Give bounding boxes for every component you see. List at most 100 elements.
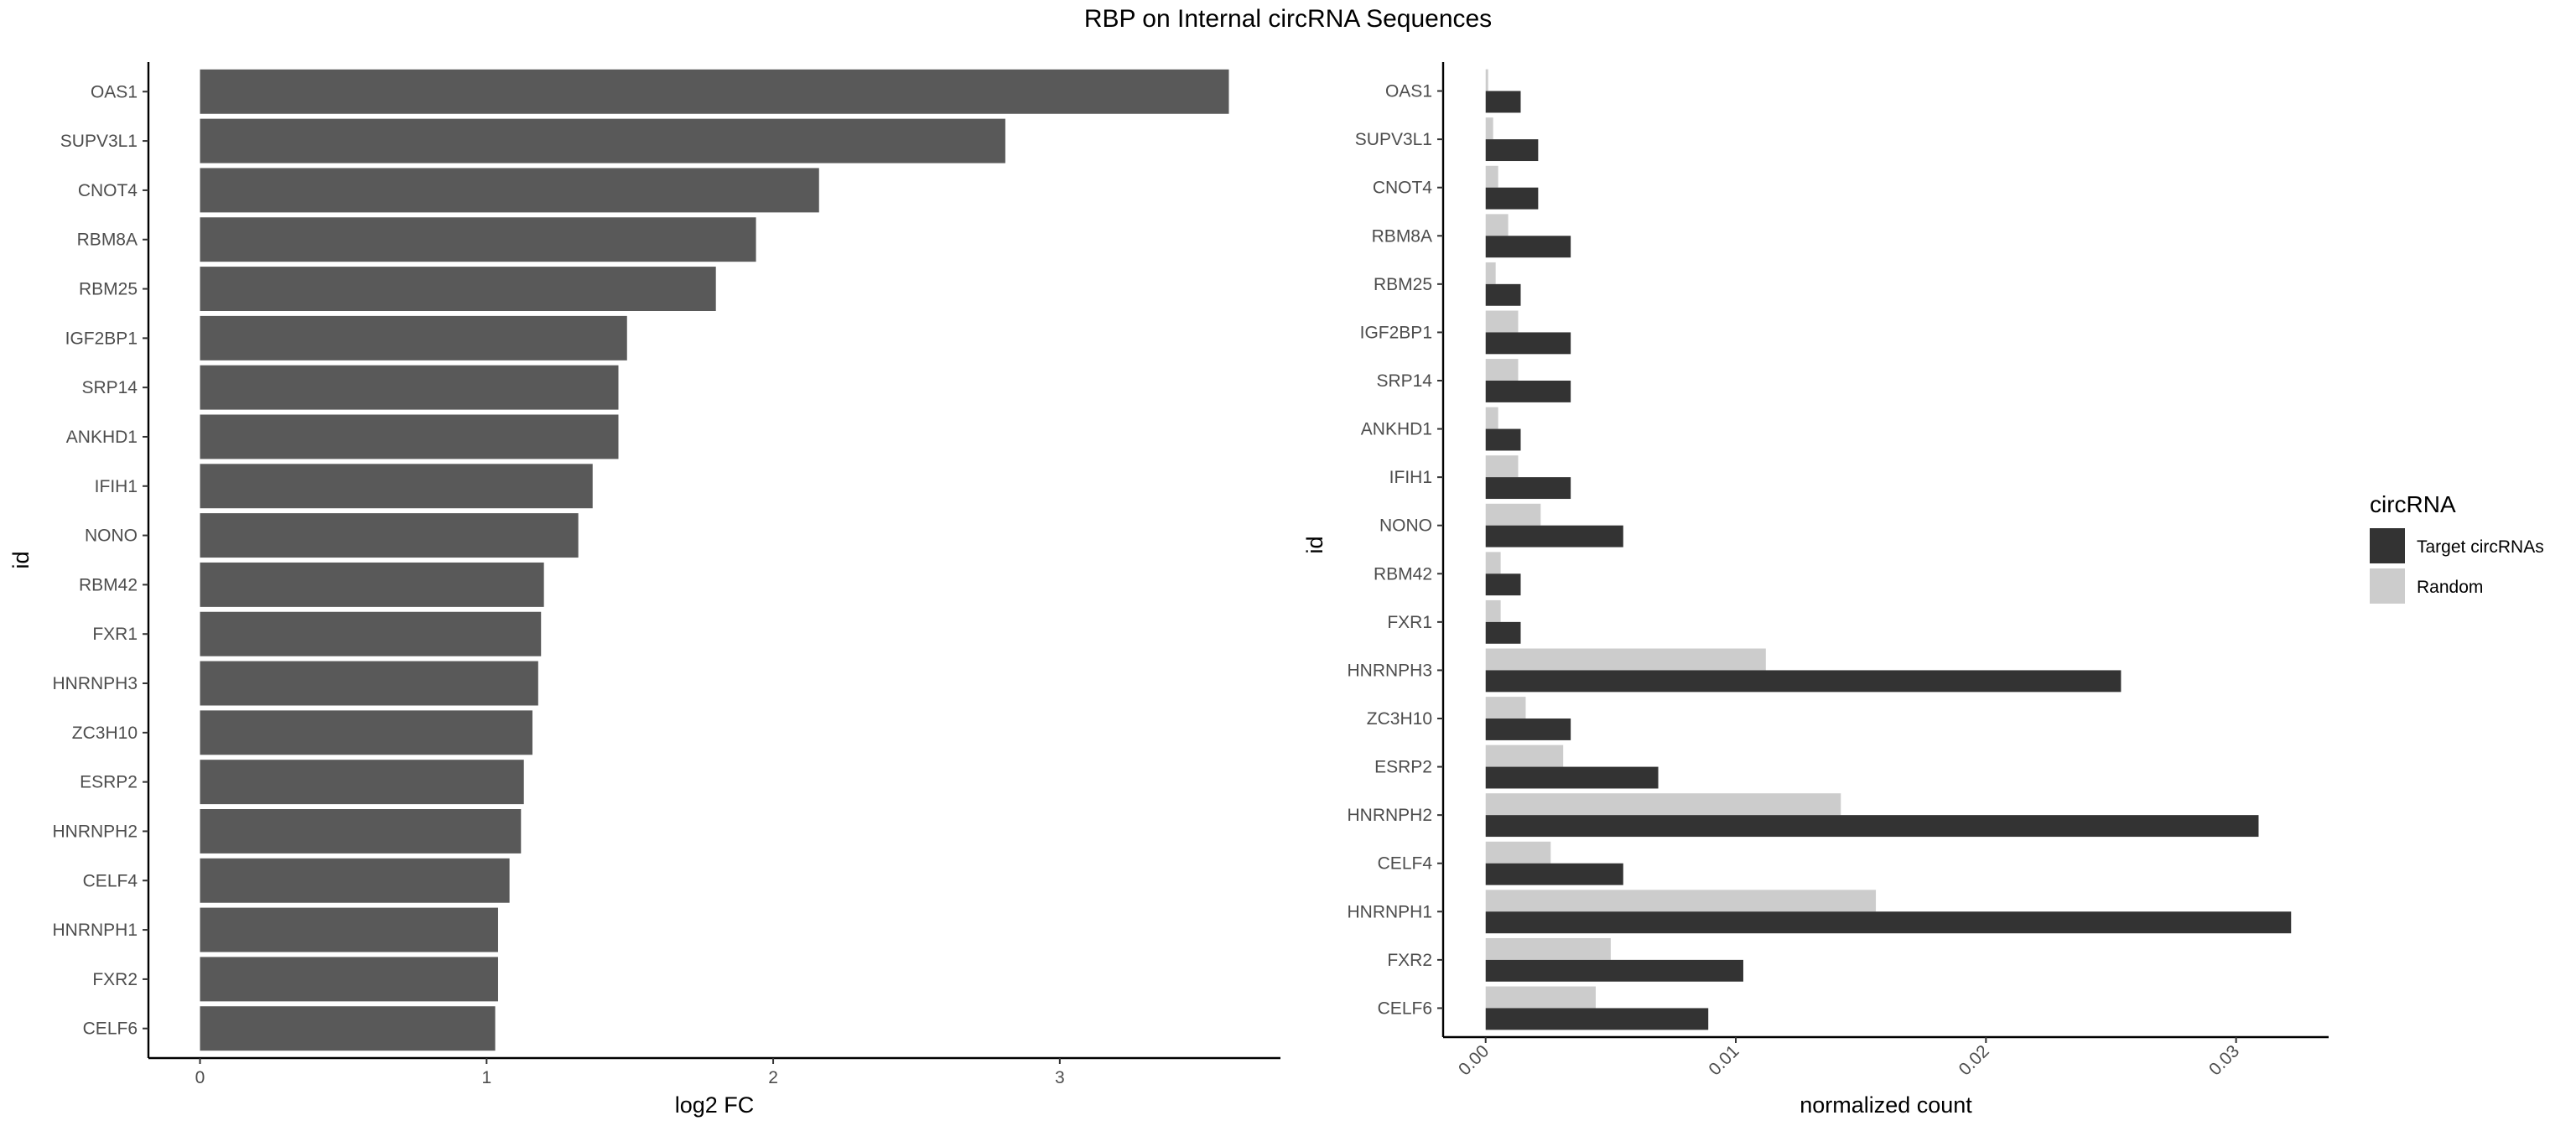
bar-target-hnrnph2 <box>1485 815 2259 838</box>
right-x-tick-label: 0.00 <box>1455 1041 1493 1079</box>
bar-log2fc-nono <box>200 513 579 558</box>
left-x-tick-label: 1 <box>481 1068 491 1087</box>
left-y-tick-label: RBM8A <box>77 231 138 250</box>
left-y-tick-label: SRP14 <box>81 378 138 397</box>
bar-target-oas1 <box>1485 91 1521 113</box>
left-y-tick-label: HNRNPH2 <box>52 822 138 841</box>
bar-log2fc-hnrnph3 <box>200 661 538 706</box>
right-y-tick-label: RBM8A <box>1372 226 1432 246</box>
bar-random-celf4 <box>1485 841 1551 864</box>
bar-random-srp14 <box>1485 359 1519 381</box>
left-y-tick-label: SUPV3L1 <box>60 132 138 151</box>
bar-random-igf2bp1 <box>1485 310 1519 333</box>
legend-label-target-circrnas: Target circRNAs <box>2417 537 2544 557</box>
bar-target-supv3l1 <box>1485 139 1539 162</box>
right-y-tick-label: NONO <box>1379 516 1432 536</box>
left-y-tick-label: IFIH1 <box>95 477 138 496</box>
bar-random-hnrnph2 <box>1485 793 1841 816</box>
bar-random-ankhd1 <box>1485 407 1498 429</box>
left-x-tick-label: 2 <box>768 1068 778 1087</box>
left-y-tick-label: CELF6 <box>83 1019 138 1039</box>
right-y-tick-label: CELF6 <box>1378 999 1432 1018</box>
left-y-tick-label: NONO <box>85 527 138 546</box>
right-y-tick-label: RBM42 <box>1374 564 1432 584</box>
legend-swatch-target-circrnas <box>2370 528 2405 563</box>
right-y-tick-label: IGF2BP1 <box>1360 323 1432 342</box>
right-y-ticks: OAS1 SUPV3L1 CNOT4 RBM8A RBM25 IGF2BP1 SRP14 AN… <box>1347 82 1443 1018</box>
left-y-tick-label: CELF4 <box>83 871 138 890</box>
bar-log2fc-rbm8a <box>200 217 756 262</box>
right-y-tick-label: FXR2 <box>1387 951 1432 970</box>
bar-random-fxr2 <box>1485 937 1611 960</box>
legend: circRNA Target circRNAs Random <box>2370 491 2544 604</box>
left-y-tick-label: CNOT4 <box>78 181 138 200</box>
bar-log2fc-hnrnph2 <box>200 809 522 853</box>
left-y-tick-label: OAS1 <box>91 82 138 101</box>
right-y-axis-title: id <box>1302 536 1327 553</box>
bar-log2fc-oas1 <box>200 69 1229 114</box>
bar-target-ifih1 <box>1485 477 1571 500</box>
left-y-tick-label: IGF2BP1 <box>65 329 138 348</box>
left-y-ticks: OAS1 SUPV3L1 CNOT4 RBM8A RBM25 IGF2BP1 SRP14 AN… <box>52 82 148 1039</box>
left-y-tick-label: FXR2 <box>92 970 138 989</box>
bar-random-rbm42 <box>1485 552 1501 574</box>
bar-target-hnrnph3 <box>1485 670 2122 693</box>
left-x-axis-title: log2 FC <box>675 1092 755 1118</box>
right-x-ticks: 0.00 0.01 0.02 0.03 <box>1455 1037 2243 1079</box>
bar-random-hnrnph3 <box>1485 648 1766 671</box>
left-x-tick-label: 0 <box>195 1068 205 1087</box>
bar-target-rbm8a <box>1485 236 1571 258</box>
bar-log2fc-supv3l1 <box>200 118 1005 163</box>
bar-target-esrp2 <box>1485 766 1659 789</box>
bar-random-oas1 <box>1485 69 1488 91</box>
bar-target-ankhd1 <box>1485 428 1521 451</box>
left-x-tick-label: 3 <box>1055 1068 1065 1087</box>
bar-log2fc-celf6 <box>200 1006 496 1051</box>
right-y-tick-label: OAS1 <box>1385 82 1432 101</box>
bar-log2fc-esrp2 <box>200 760 524 805</box>
bar-target-fxr2 <box>1485 959 1743 982</box>
bar-target-celf6 <box>1485 1008 1709 1030</box>
right-y-tick-label: ZC3H10 <box>1367 709 1432 729</box>
bar-target-rbm42 <box>1485 573 1521 596</box>
bar-target-hnrnph1 <box>1485 911 2292 934</box>
right-y-tick-label: HNRNPH2 <box>1347 806 1432 825</box>
left-y-tick-label: RBM42 <box>79 575 138 594</box>
right-y-tick-label: CNOT4 <box>1373 179 1432 198</box>
bar-log2fc-ankhd1 <box>200 414 619 459</box>
left-y-axis-title: id <box>8 551 34 568</box>
right-bars <box>1485 69 2292 1030</box>
bar-random-hnrnph1 <box>1485 890 1877 912</box>
bar-random-cnot4 <box>1485 165 1498 188</box>
left-y-tick-label: FXR1 <box>92 625 138 644</box>
bar-log2fc-fxr2 <box>200 957 498 1002</box>
right-x-tick-label: 0.02 <box>1955 1041 1993 1079</box>
bar-random-fxr1 <box>1485 599 1501 622</box>
bar-random-supv3l1 <box>1485 117 1493 140</box>
bar-target-zc3h10 <box>1485 719 1571 740</box>
log2fc-panel: OAS1 SUPV3L1 CNOT4 RBM8A RBM25 IGF2BP1 SRP14 AN… <box>8 62 1280 1118</box>
bar-random-rbm25 <box>1485 262 1496 284</box>
right-x-axis-title: normalized count <box>1800 1092 1972 1118</box>
bar-random-ifih1 <box>1485 455 1519 478</box>
bar-log2fc-igf2bp1 <box>200 315 627 361</box>
chart-title: RBP on Internal circRNA Sequences <box>1084 5 1492 33</box>
bar-log2fc-cnot4 <box>200 168 819 213</box>
legend-swatch-random <box>2370 568 2405 604</box>
left-x-ticks: 0 1 2 3 <box>195 1058 1065 1087</box>
bar-log2fc-zc3h10 <box>200 710 532 755</box>
left-y-tick-label: ESRP2 <box>80 773 138 792</box>
bar-random-nono <box>1485 503 1541 526</box>
left-y-tick-label: RBM25 <box>79 280 138 299</box>
right-y-tick-label: RBM25 <box>1374 275 1432 294</box>
right-x-tick-label: 0.01 <box>1705 1041 1742 1079</box>
right-y-tick-label: ESRP2 <box>1374 758 1432 777</box>
bar-target-cnot4 <box>1485 187 1539 210</box>
bar-log2fc-rbm42 <box>200 562 544 607</box>
bar-log2fc-ifih1 <box>200 464 593 509</box>
bar-target-rbm25 <box>1485 283 1521 306</box>
bar-random-esrp2 <box>1485 744 1564 767</box>
bar-log2fc-rbm25 <box>200 267 716 311</box>
left-y-tick-label: ANKHD1 <box>66 428 138 447</box>
bar-target-celf4 <box>1485 863 1623 885</box>
